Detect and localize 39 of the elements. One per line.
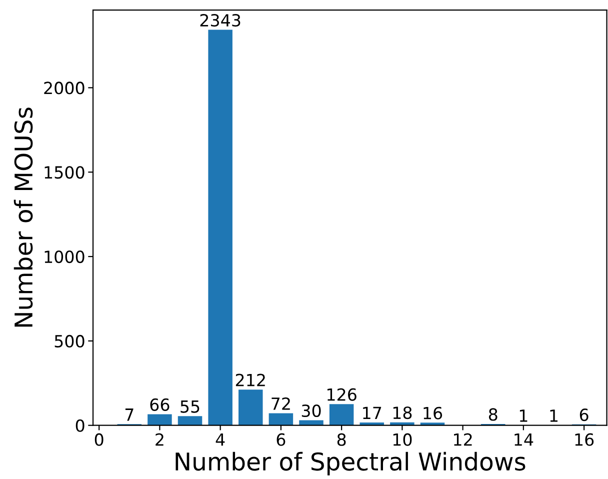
data-label: 212 [236,374,265,386]
x-tick-label: 10 [393,433,412,446]
y-tick-label: 1500 [44,166,84,179]
x-tick-label: 8 [337,433,346,446]
bar [208,30,232,426]
data-label: 30 [302,404,321,418]
data-label: 126 [327,388,356,401]
x-tick-label: 16 [575,433,594,446]
x-tick-label: 0 [94,433,104,446]
y-axis-title: Number of MOUSs [14,108,33,327]
bar [178,416,202,426]
data-label: 55 [180,400,200,413]
bar [148,414,172,426]
y-tick-label: 0 [76,419,84,432]
data-label: 17 [363,406,382,420]
bar [329,404,354,426]
x-tick-label: 14 [514,434,534,446]
data-label: 18 [393,406,412,420]
y-tick-label: 500 [54,334,84,348]
data-label: 1 [520,410,528,422]
bar [268,413,294,426]
data-label: 7 [125,408,134,421]
y-tick-label: 1000 [44,250,84,264]
x-axis-title: Number of Spectral Windows [176,452,526,476]
data-label: 1 [550,410,558,422]
x-tick-label: 2 [156,433,164,446]
x-tick-label: 4 [216,434,225,446]
x-tick-label: 6 [276,433,286,446]
bar [238,390,263,426]
bar [299,420,324,426]
y-tick-label: 2000 [44,82,84,94]
data-label: 66 [150,398,170,411]
x-tick-label: 12 [454,433,472,446]
data-label: 6 [580,408,588,422]
data-label: 72 [272,397,290,410]
data-label: 2343 [200,14,240,27]
data-label: 8 [488,408,498,421]
data-label: 16 [424,406,442,420]
bar [420,422,445,426]
